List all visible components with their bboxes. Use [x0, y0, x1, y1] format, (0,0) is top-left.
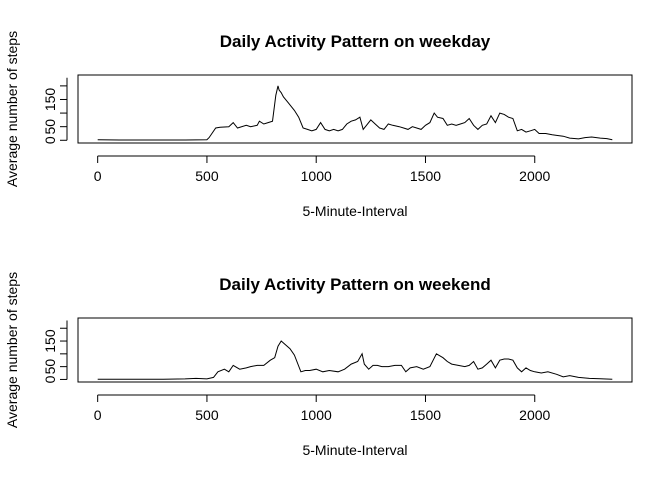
y-axis-label: Average number of steps — [4, 272, 20, 428]
x-tick-label: 1000 — [301, 168, 332, 184]
y-tick-label: 150 — [42, 88, 58, 112]
x-tick-label: 500 — [195, 168, 219, 184]
plot-frame — [77, 74, 633, 144]
x-tick-label: 1500 — [410, 168, 441, 184]
x-tick-label: 500 — [195, 407, 219, 423]
series-line-0 — [97, 340, 613, 380]
x-tick-label: 2000 — [519, 407, 550, 423]
y-tick-label: 150 — [42, 329, 58, 353]
x-tick-label: 1500 — [410, 407, 441, 423]
y-tick-label: 50 — [42, 359, 58, 375]
y-axis-label: Average number of steps — [4, 31, 20, 187]
x-tick-label: 2000 — [519, 168, 550, 184]
x-tick-label: 1000 — [301, 407, 332, 423]
chart-title: Daily Activity Pattern on weekday — [220, 32, 491, 51]
y-tick-label: 50 — [42, 119, 58, 135]
x-axis-label: 5-Minute-Interval — [302, 203, 407, 219]
chart-title: Daily Activity Pattern on weekend — [219, 275, 490, 294]
x-axis-label: 5-Minute-Interval — [302, 442, 407, 458]
y-tick-label: 0 — [42, 136, 58, 144]
series-line-0 — [97, 85, 613, 141]
x-tick-label: 0 — [94, 407, 102, 423]
y-tick-label: 0 — [42, 375, 58, 383]
x-tick-label: 0 — [94, 168, 102, 184]
plot-frame — [77, 317, 633, 383]
